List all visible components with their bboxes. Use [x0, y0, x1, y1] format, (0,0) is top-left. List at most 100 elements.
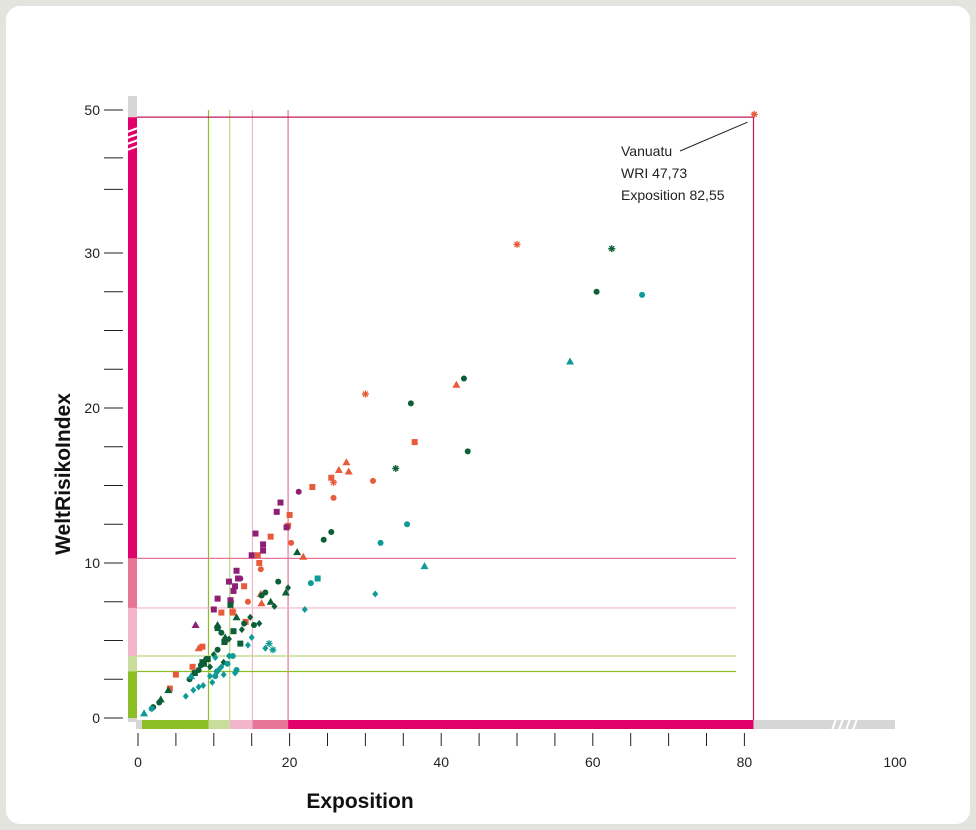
data-point	[281, 588, 290, 596]
x-band-break-mark	[838, 718, 844, 731]
data-point	[566, 357, 575, 365]
data-point	[199, 643, 206, 650]
annotation-leader-line	[679, 121, 748, 152]
data-point	[464, 448, 471, 455]
data-point	[320, 536, 327, 543]
data-point	[369, 477, 376, 484]
y-band-break-mark	[126, 127, 139, 133]
data-point	[460, 375, 467, 382]
x-axis-title: Exposition	[306, 790, 413, 813]
data-point	[189, 663, 196, 670]
data-point	[232, 669, 239, 677]
data-point	[404, 521, 411, 528]
data-point	[420, 562, 429, 570]
data-point	[225, 635, 232, 643]
x-band-stub-right	[753, 720, 895, 729]
data-point	[229, 653, 236, 659]
data-point	[344, 467, 353, 475]
data-point	[328, 529, 335, 535]
data-point	[230, 587, 237, 594]
x-band-segment	[142, 720, 209, 729]
data-point	[342, 458, 351, 466]
y-band-stub-top	[128, 96, 137, 118]
data-point	[241, 583, 248, 590]
data-point	[230, 628, 237, 635]
x-band-segment	[229, 720, 253, 729]
risk-class-bands	[126, 96, 895, 731]
data-point	[269, 646, 277, 654]
data-point	[593, 288, 600, 295]
data-point	[164, 686, 173, 694]
data-point	[260, 547, 267, 554]
data-point	[252, 530, 259, 537]
data-point	[265, 640, 273, 648]
annotation-exposition: Exposition 82,55	[621, 187, 725, 203]
data-point	[238, 626, 245, 634]
y-axis-title: WeltRisikoIndex	[52, 393, 75, 555]
data-point	[328, 474, 335, 481]
y-band-break-mark	[126, 133, 139, 139]
data-point	[286, 511, 293, 518]
y-tick-label: 20	[84, 400, 100, 416]
data-point	[232, 613, 241, 621]
data-point	[214, 646, 221, 653]
data-point	[262, 644, 269, 652]
x-band-segment	[208, 720, 230, 729]
data-point	[204, 656, 211, 663]
data-point	[248, 552, 255, 559]
data-point	[361, 390, 369, 398]
chart-card	[6, 6, 970, 824]
x-tick-label: 80	[737, 754, 753, 770]
data-point	[207, 672, 214, 680]
vanuatu-point	[750, 110, 758, 118]
data-point	[220, 671, 227, 679]
data-point	[608, 245, 616, 253]
data-point	[256, 560, 263, 566]
data-point	[191, 621, 200, 628]
data-point	[244, 598, 251, 605]
x-tick-label: 100	[883, 754, 907, 770]
data-point	[156, 695, 165, 703]
data-point	[392, 464, 400, 472]
x-tick-label: 60	[585, 754, 601, 770]
data-point	[330, 494, 337, 501]
data-point	[227, 601, 234, 608]
data-point	[195, 683, 202, 691]
data-point	[148, 705, 155, 712]
data-point	[209, 678, 216, 686]
data-point	[140, 709, 149, 717]
y-band-segment	[128, 558, 137, 608]
data-point	[237, 575, 244, 582]
data-point	[301, 606, 308, 613]
data-point	[285, 584, 292, 592]
data-point	[411, 439, 418, 446]
data-point	[307, 580, 314, 587]
data-points	[140, 110, 758, 717]
x-band-break-mark	[852, 718, 858, 731]
data-point	[372, 590, 379, 598]
data-point	[639, 291, 646, 298]
data-point	[210, 606, 217, 613]
data-point	[237, 640, 244, 647]
y-tick-label: 10	[84, 555, 100, 571]
y-band-break-mark	[126, 139, 139, 145]
y-tick-label: 0	[92, 710, 100, 726]
data-point	[293, 548, 302, 556]
x-tick-label: 40	[433, 754, 449, 770]
data-point	[172, 671, 179, 678]
y-band-segment	[128, 656, 137, 672]
annotation-country: Vanuatu	[621, 143, 672, 159]
x-band-break-mark	[845, 718, 851, 731]
data-point	[214, 595, 221, 602]
data-point	[314, 575, 321, 582]
data-point	[187, 672, 196, 680]
data-point	[199, 659, 206, 666]
x-tick-label: 20	[282, 754, 298, 770]
data-point	[225, 652, 232, 660]
data-point	[258, 592, 265, 599]
data-point	[452, 380, 461, 388]
data-point	[227, 597, 234, 604]
y-tick-label: 50	[84, 102, 100, 118]
data-point	[267, 533, 274, 540]
